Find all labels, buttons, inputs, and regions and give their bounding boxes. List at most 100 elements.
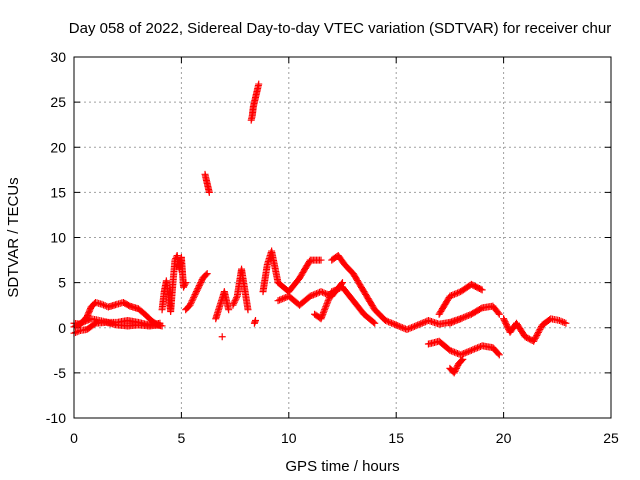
- data-point-marker: [458, 356, 466, 364]
- x-tick-label: 0: [70, 430, 78, 446]
- data-point-marker: [459, 355, 467, 363]
- data-point-marker: [230, 298, 238, 306]
- y-tick-label: 20: [50, 139, 66, 155]
- data-point-marker: [371, 319, 379, 327]
- y-tick-label: 5: [58, 275, 66, 291]
- data-point-marker: [244, 306, 252, 314]
- data-point-marker: [408, 324, 416, 332]
- data-point-marker: [195, 283, 203, 291]
- y-tick-label: 15: [50, 184, 66, 200]
- grid: [74, 57, 611, 418]
- data-point-marker: [446, 292, 454, 300]
- data-point-marker: [156, 319, 164, 327]
- data-point-marker: [534, 330, 542, 338]
- data-point-marker: [452, 364, 460, 372]
- data-point-marker: [458, 350, 466, 358]
- data-point-marker: [328, 288, 336, 296]
- data-point-marker: [532, 333, 540, 341]
- data-point-marker: [400, 324, 408, 332]
- data-point-marker: [494, 309, 502, 317]
- data-point-marker: [205, 188, 213, 196]
- data-point-marker: [274, 297, 282, 305]
- data-point-marker: [531, 334, 539, 342]
- data-point-marker: [190, 292, 198, 300]
- y-axis-label: SDTVAR / TECUs: [5, 177, 22, 297]
- data-point-marker: [475, 343, 483, 351]
- data-point-marker: [461, 313, 469, 321]
- data-point-marker: [233, 294, 241, 302]
- x-axis-label: GPS time / hours: [285, 458, 399, 475]
- data-point-marker: [536, 325, 544, 333]
- data-point-marker: [385, 318, 393, 326]
- data-point-marker: [229, 301, 237, 309]
- data-point-marker: [101, 302, 109, 310]
- data-point-marker: [530, 336, 538, 344]
- chart-title: Day 058 of 2022, Sidereal Day-to-day VTE…: [69, 20, 611, 37]
- data-point-marker: [218, 333, 226, 341]
- data-point-marker: [451, 348, 459, 356]
- data-point-marker: [389, 320, 397, 328]
- data-point-marker: [195, 282, 203, 290]
- data-point-marker: [397, 323, 405, 331]
- data-point-marker: [332, 286, 340, 294]
- data-point-marker: [255, 80, 263, 88]
- data-point-marker: [463, 312, 471, 320]
- x-tick-label: 5: [178, 430, 186, 446]
- data-point-marker: [421, 318, 429, 326]
- data-point-marker: [502, 321, 510, 329]
- data-point-marker: [186, 301, 194, 309]
- data-point-marker: [452, 290, 460, 298]
- data-point-marker: [500, 315, 508, 323]
- data-point-marker: [453, 363, 461, 371]
- data-point-marker: [395, 322, 403, 330]
- data-point-marker: [446, 346, 454, 354]
- data-point-marker: [452, 317, 460, 325]
- data-point-marker: [182, 279, 190, 287]
- data-point-marker: [500, 316, 508, 324]
- data-point-marker: [100, 301, 108, 309]
- data-point-marker: [478, 286, 486, 294]
- data-point-marker: [457, 351, 465, 359]
- data-point-marker: [319, 288, 327, 296]
- data-point-marker: [461, 349, 469, 357]
- data-point-marker: [392, 321, 400, 329]
- data-point-marker: [455, 315, 463, 323]
- data-point-marker: [391, 320, 399, 328]
- data-point-marker: [317, 288, 325, 296]
- data-point-marker: [194, 285, 202, 293]
- data-point-marker: [192, 289, 200, 297]
- data-point-marker: [403, 326, 411, 334]
- data-point-marker: [449, 348, 457, 356]
- data-point-marker: [312, 290, 320, 298]
- data-point-marker: [189, 295, 197, 303]
- data-point-marker: [306, 292, 314, 300]
- data-point-marker: [447, 347, 455, 355]
- data-point-marker: [231, 297, 239, 305]
- x-tick-label: 15: [388, 430, 404, 446]
- data-point-marker: [533, 331, 541, 339]
- data-point-marker: [411, 322, 419, 330]
- data-point-marker: [454, 350, 462, 358]
- axis-ticks: 0 5 10 15 20 25 -10 -5 0 5 10 15 20 25 30: [46, 49, 619, 446]
- data-point-marker: [197, 279, 205, 287]
- y-tick-label: -10: [46, 410, 66, 426]
- data-point-marker: [412, 322, 420, 330]
- data-point-marker: [309, 291, 317, 299]
- data-point-marker: [331, 286, 339, 294]
- data-point-marker: [537, 324, 545, 332]
- data-point-marker: [370, 318, 378, 326]
- data-point-marker: [409, 323, 417, 331]
- data-point-marker: [464, 348, 472, 356]
- data-point-marker: [381, 317, 389, 325]
- data-point-marker: [394, 322, 402, 330]
- x-tick-label: 20: [496, 430, 512, 446]
- data-point-marker: [192, 288, 200, 296]
- data-point-marker: [559, 318, 567, 326]
- data-point-marker: [196, 280, 204, 288]
- data-point-marker: [187, 298, 195, 306]
- data-point-marker: [463, 348, 471, 356]
- data-point-marker: [451, 367, 459, 375]
- data-point-marker: [450, 369, 458, 377]
- data-point-marker: [72, 328, 80, 336]
- data-point-marker: [181, 280, 189, 288]
